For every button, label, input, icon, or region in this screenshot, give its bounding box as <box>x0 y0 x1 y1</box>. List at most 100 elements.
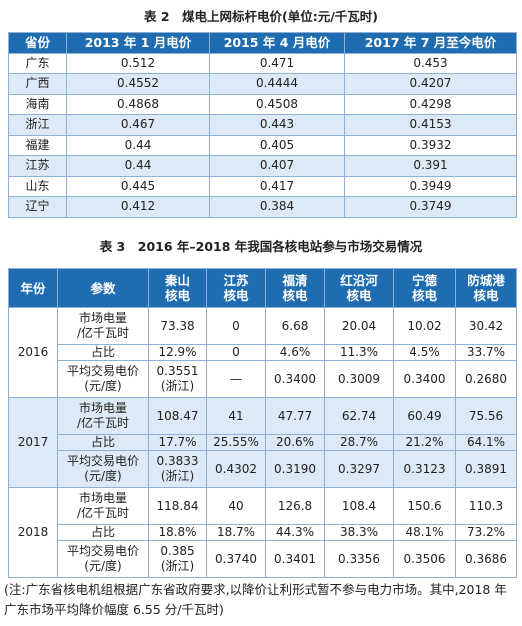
cell: 0.3400 <box>265 360 325 398</box>
cell: 0.3833 (浙江) <box>148 450 207 488</box>
cell: 18.7% <box>206 524 266 541</box>
param-cell: 平均交易电价 (元/度) <box>57 450 149 488</box>
cell-line: 核电 <box>411 288 437 303</box>
cell: 48.1% <box>393 524 456 541</box>
cell: 20.04 <box>324 307 394 345</box>
cell: 0.443 <box>209 114 345 136</box>
cell: 0.3123 <box>393 450 456 488</box>
cell: 0.3400 <box>393 360 456 398</box>
cell: 海南 <box>8 93 67 115</box>
row: 福建 0.44 0.405 0.3932 <box>8 134 517 156</box>
cell: 0.4298 <box>344 93 517 115</box>
cell: 0.4153 <box>344 114 517 136</box>
cell-line: 占比 <box>90 525 115 539</box>
row: 占比 17.7% 25.55% 20.6% 28.7% 21.2% 64.1% <box>9 434 517 451</box>
cell-line: 宁德 <box>411 273 437 288</box>
cell-line: (元/度) <box>84 559 122 573</box>
cell-line: 防城港 <box>467 273 505 288</box>
cell: 4.6% <box>265 344 325 361</box>
cell: 41 <box>206 397 266 435</box>
cell: 17.7% <box>148 434 207 451</box>
param-cell: 占比 <box>57 434 149 451</box>
cell-line: 平均交易电价 <box>66 454 139 468</box>
cell: 110.3 <box>455 487 517 525</box>
header-cell: 2017 年 7 月至今电价 <box>344 32 517 54</box>
cell: 0.3506 <box>393 540 456 578</box>
cell-line: 占比 <box>90 435 115 449</box>
cell: 150.6 <box>393 487 456 525</box>
cell-line: /亿千瓦时 <box>76 506 130 520</box>
cell: 广东 <box>8 52 67 74</box>
cell: 0.3891 <box>455 450 517 488</box>
param-cell: 市场电量/亿千瓦时 <box>57 397 149 435</box>
cell-line: 市场电量 <box>78 401 127 415</box>
row: 占比 18.8% 18.7% 44.3% 38.3% 48.1% 73.2% <box>9 524 517 541</box>
cell: 0.391 <box>344 155 517 177</box>
header-cell: 年份 <box>8 268 58 308</box>
cell: 0.3401 <box>265 540 325 578</box>
cell: 0.471 <box>209 52 345 74</box>
cell: 0.417 <box>209 175 345 197</box>
price-table: 省份 2013 年 1 月电价 2015 年 4 月电价 2017 年 7 月至今电价… <box>8 32 517 218</box>
row: 占比 12.9% 0 4.6% 11.3% 4.5% 33.7% <box>9 344 517 361</box>
cell: 0.4207 <box>344 73 517 95</box>
cell: 0.412 <box>66 196 210 218</box>
row: 平均交易电价 (元/度) 0.3551 (浙江) —0.3400 0.3009 0.3400… <box>9 360 517 398</box>
cell: 山东 <box>8 175 67 197</box>
row: 江苏 0.44 0.407 0.391 <box>8 155 517 177</box>
row: 2017 市场电量/亿千瓦时 108.47 41 47.77 62.74 60.49 75.5… <box>8 397 517 488</box>
cell: 0.44 <box>66 155 210 177</box>
cell: — <box>206 360 266 398</box>
row: 辽宁 0.412 0.384 0.3749 <box>8 196 517 218</box>
row: 平均交易电价 (元/度) 0.385 (浙江) 0.3740 0.3401 0.3356 0.… <box>9 540 517 578</box>
cell-line: 市场电量 <box>78 311 127 325</box>
cell: 0.467 <box>66 114 210 136</box>
row: 平均交易电价 (元/度) 0.3833 (浙江) 0.4302 0.3190 0.3297 0… <box>9 450 517 488</box>
cell: 0.385 (浙江) <box>148 540 207 578</box>
cell: 0.3740 <box>206 540 266 578</box>
table-title: 表 2 煤电上网标杆电价(单位:元/千瓦时) <box>143 9 379 24</box>
header-cell: 红沿河 核电 <box>324 268 394 308</box>
cell-line: 占比 <box>90 345 115 359</box>
cell: 47.77 <box>265 397 325 435</box>
cell: 广西 <box>8 73 67 95</box>
cell: 0.4444 <box>209 73 345 95</box>
header-row: 省份 2013 年 1 月电价 2015 年 4 月电价 2017 年 7 月至今电价 <box>8 32 517 54</box>
header-row: 年份 参数 秦山 核电 江苏 核电 福清 核电 红沿河 核电 宁德 核电 防城港 核电 <box>8 268 517 308</box>
cell: 0.4302 <box>206 450 266 488</box>
cell-line: 核电 <box>164 288 190 303</box>
header-cell: 省份 <box>8 32 67 54</box>
cell: 0.3932 <box>344 134 517 156</box>
cell: 118.84 <box>148 487 207 525</box>
cell-line: 秦山 <box>164 273 190 288</box>
cell: 11.3% <box>324 344 394 361</box>
cell: 73.38 <box>148 307 207 345</box>
cell-line: 核电 <box>282 288 308 303</box>
cell: 6.68 <box>265 307 325 345</box>
cell: 12.9% <box>148 344 207 361</box>
header-cell: 福清 核电 <box>265 268 325 308</box>
cell: 126.8 <box>265 487 325 525</box>
cell-line: 0.385 <box>160 544 195 558</box>
cell-line: (浙江) <box>160 559 195 573</box>
cell: 0.2680 <box>455 360 517 398</box>
cell: 73.2% <box>455 524 517 541</box>
cell: 0.3551 (浙江) <box>148 360 207 398</box>
cell: 0.3297 <box>324 450 394 488</box>
row: 2016 市场电量/亿千瓦时 73.38 0 6.68 20.04 10.02 30.42 <box>8 307 517 398</box>
cell: 0.3686 <box>455 540 517 578</box>
row: 2018 市场电量/亿千瓦时 118.84 40 126.8 108.4 150.6 110.… <box>8 487 517 578</box>
cell: 28.7% <box>324 434 394 451</box>
cell: 0.3749 <box>344 196 517 218</box>
cell: 10.02 <box>393 307 456 345</box>
cell-line: 核电 <box>346 288 372 303</box>
cell: 108.47 <box>148 397 207 435</box>
cell: 108.4 <box>324 487 394 525</box>
header-cell: 2013 年 1 月电价 <box>66 32 210 54</box>
table-title: 表 3 2016 年–2018 年我国各核电站参与市场交易情况 <box>99 239 423 254</box>
cell: 辽宁 <box>8 196 67 218</box>
param-cell: 占比 <box>57 344 149 361</box>
param-cell: 平均交易电价 (元/度) <box>57 540 149 578</box>
cell-line: 核电 <box>223 288 249 303</box>
cell-line: 平均交易电价 <box>66 544 139 558</box>
